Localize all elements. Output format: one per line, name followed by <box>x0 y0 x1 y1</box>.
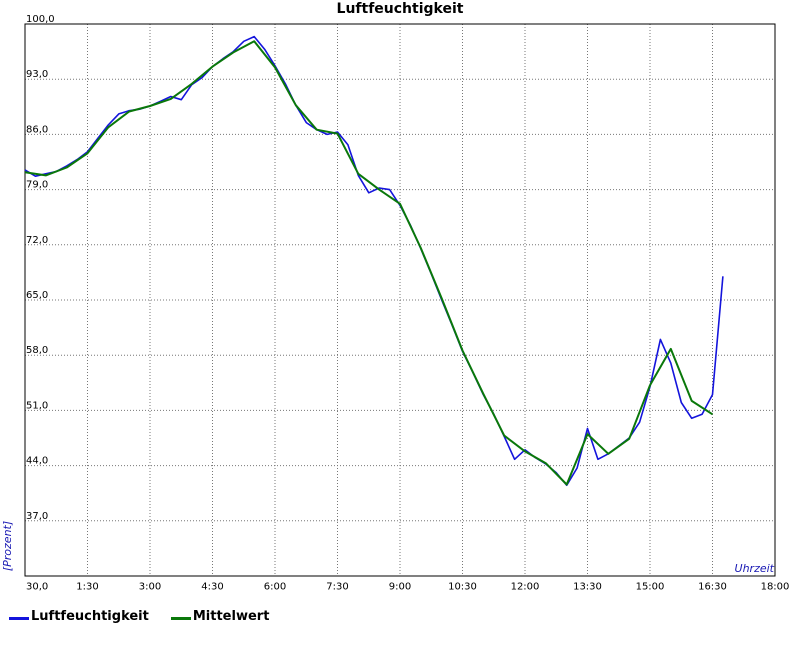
x-tick-label: 7:30 <box>326 581 348 592</box>
y-tick-label: 79,0 <box>26 180 48 191</box>
x-axis-label: Uhrzeit <box>735 562 775 575</box>
x-tick-label: 16:30 <box>698 581 727 592</box>
y-tick-label: 65,0 <box>26 290 48 301</box>
y-tick-label: 93,0 <box>26 69 48 80</box>
legend: Luftfeuchtigkeit Mittelwert <box>9 609 291 624</box>
y-tick-label: 58,0 <box>26 345 48 356</box>
x-tick-label: 1:30 <box>76 581 98 592</box>
series-line-mittelwert <box>24 40 714 486</box>
x-tick-label: 9:00 <box>389 581 411 592</box>
x-tick-label: 13:30 <box>573 581 602 592</box>
legend-swatch-blue <box>9 617 29 620</box>
series-line-luftfeuchtigkeit <box>24 35 724 487</box>
tick-labels: 30,0 1:30 3:00 4:30 6:00 7:30 9:00 10:30 12:00 13… <box>26 14 789 592</box>
y-tick-label: 51,0 <box>26 400 48 411</box>
y-tick-label: 44,0 <box>26 456 48 467</box>
grid <box>25 23 775 576</box>
y-tick-label: 37,0 <box>26 511 48 522</box>
x-tick-label: 10:30 <box>448 581 477 592</box>
series-lines <box>24 35 724 487</box>
x-tick-label: 30,0 <box>26 581 48 592</box>
y-axis-label: [Prozent] <box>1 521 14 571</box>
x-tick-label: 15:00 <box>636 581 665 592</box>
legend-item-luftfeuchtigkeit: Luftfeuchtigkeit <box>9 609 149 624</box>
chart-title: Luftfeuchtigkeit <box>337 1 464 17</box>
legend-label: Mittelwert <box>192 609 270 624</box>
legend-label: Luftfeuchtigkeit <box>31 609 149 624</box>
legend-item-mittelwert: Mittelwert <box>170 609 270 624</box>
x-tick-label: 6:00 <box>264 581 286 592</box>
x-tick-label: 3:00 <box>139 581 161 592</box>
y-tick-label: 72,0 <box>26 235 48 246</box>
x-tick-label: 18:00 <box>761 581 790 592</box>
legend-swatch-green <box>170 617 191 620</box>
x-tick-label: 4:30 <box>201 581 223 592</box>
y-tick-label: 100,0 <box>26 14 55 25</box>
y-tick-label: 86,0 <box>26 124 48 135</box>
x-tick-label: 12:00 <box>511 581 540 592</box>
plot-area <box>24 23 776 577</box>
